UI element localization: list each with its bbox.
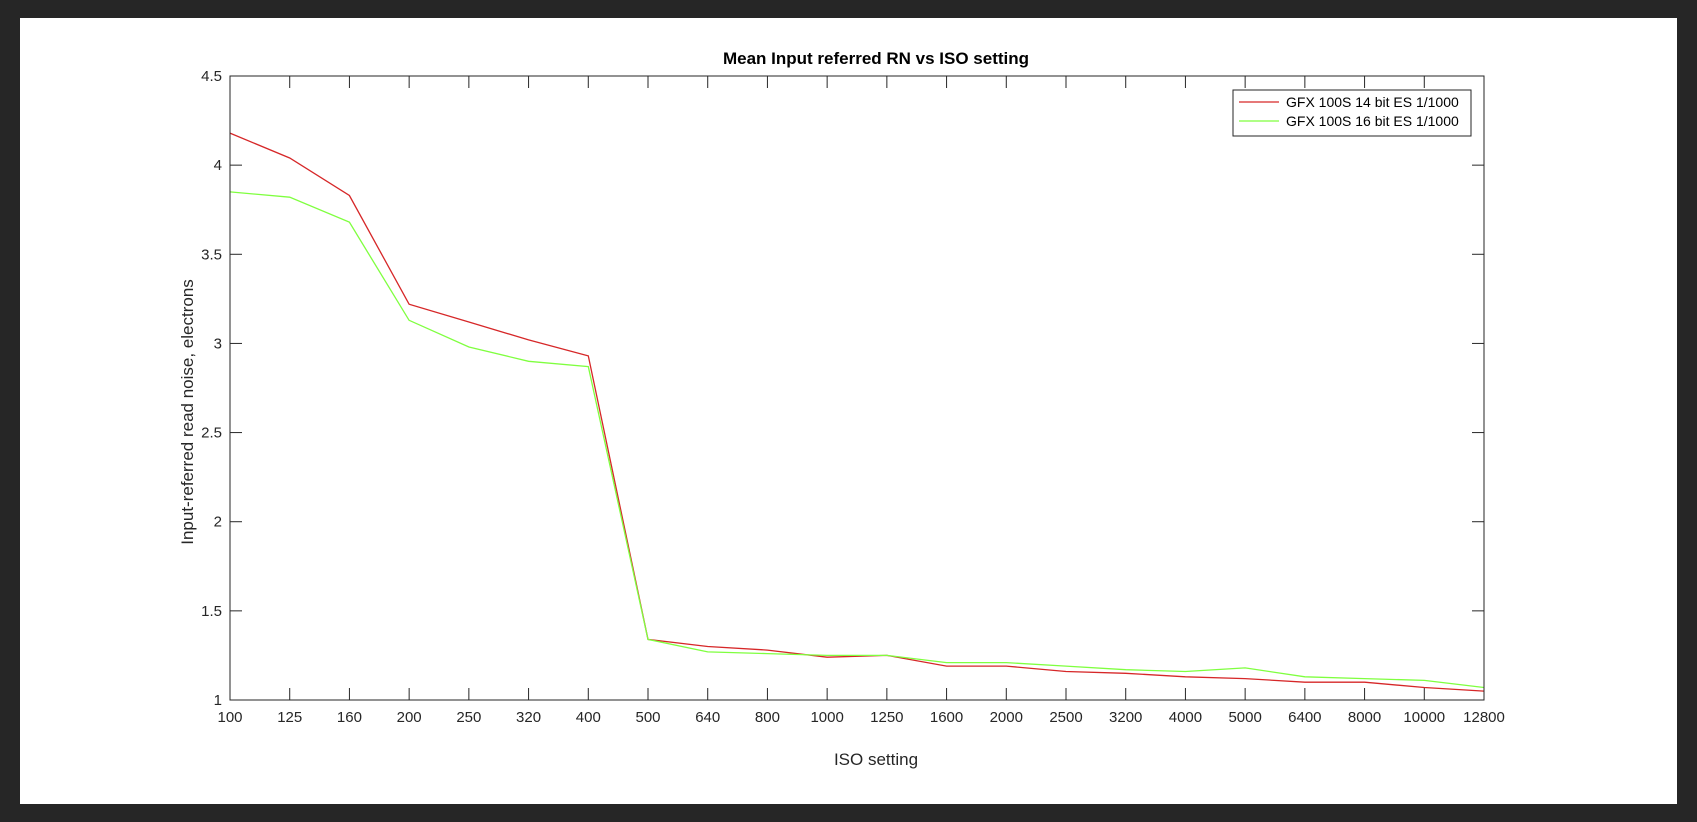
x-tick-label: 12800	[1463, 709, 1505, 726]
x-tick-label: 640	[695, 709, 720, 726]
x-tick-label: 8000	[1348, 709, 1381, 726]
legend: GFX 100S 14 bit ES 1/1000 GFX 100S 16 bit…	[1232, 89, 1472, 137]
y-tick-label: 3.5	[201, 246, 222, 263]
y-tick-label: 3	[214, 335, 222, 352]
legend-label-1: GFX 100S 14 bit ES 1/1000	[1286, 94, 1459, 110]
y-tick-label: 2.5	[201, 425, 222, 442]
x-tick-label: 6400	[1288, 709, 1321, 726]
x-tick-label: 1600	[930, 709, 963, 726]
series-line-2	[229, 191, 1485, 689]
line-chart: Mean Input referred RN vs ISO setting IS…	[178, 49, 1505, 769]
y-tick-label: 1.5	[201, 603, 222, 620]
y-tick-label: 2	[214, 514, 222, 531]
x-tick-label: 400	[576, 709, 601, 726]
x-tick-label: 5000	[1228, 709, 1261, 726]
x-tick-label: 4000	[1169, 709, 1202, 726]
x-tick-label: 2500	[1049, 709, 1082, 726]
plot-area-border	[229, 75, 1485, 701]
y-tick-label: 4	[214, 157, 222, 174]
x-tick-label: 1000	[810, 709, 843, 726]
y-axis-label: Input-referred read noise, electrons	[178, 279, 197, 545]
series-lines	[229, 132, 1485, 692]
x-tick-label: 10000	[1403, 709, 1445, 726]
x-tick-label: 320	[516, 709, 541, 726]
legend-label-2: GFX 100S 16 bit ES 1/1000	[1286, 113, 1459, 129]
x-tick-label: 3200	[1109, 709, 1142, 726]
x-tick-label: 500	[635, 709, 660, 726]
figure-window: Mean Input referred RN vs ISO setting IS…	[20, 18, 1677, 804]
x-tick-label: 1250	[870, 709, 903, 726]
x-tick-label: 160	[337, 709, 362, 726]
x-tick-label: 800	[755, 709, 780, 726]
x-tick-label: 2000	[990, 709, 1023, 726]
axis-ticks: 100 125 160 200 250 320 400 500 640 800 1000 1250 16…	[201, 68, 1505, 726]
x-tick-label: 200	[397, 709, 422, 726]
x-axis-label: ISO setting	[834, 750, 918, 769]
y-tick-label: 1	[214, 692, 222, 709]
chart-title: Mean Input referred RN vs ISO setting	[723, 49, 1029, 68]
legend-box	[1232, 89, 1472, 137]
x-tick-label: 100	[217, 709, 242, 726]
y-tick-label: 4.5	[201, 68, 222, 85]
x-tick-label: 250	[456, 709, 481, 726]
series-line-1	[229, 132, 1485, 692]
x-tick-label: 125	[277, 709, 302, 726]
